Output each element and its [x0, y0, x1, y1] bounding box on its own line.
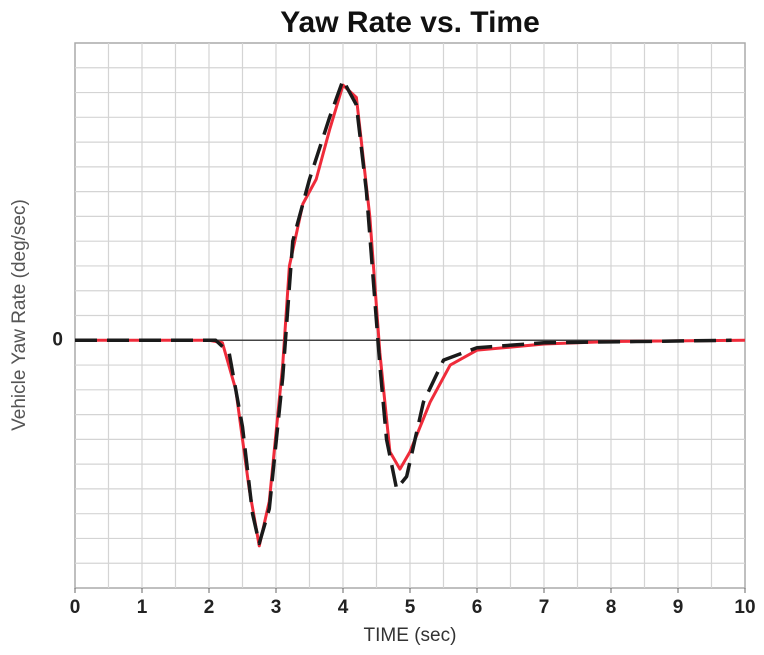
chart-title: Yaw Rate vs. Time	[280, 6, 540, 39]
x-axis-label: TIME (sec)	[364, 625, 457, 646]
x-tick-label: 8	[606, 597, 617, 618]
x-tick-label: 3	[271, 597, 282, 618]
y-tick-label: 0	[52, 329, 63, 350]
y-axis-label: Vehicle Yaw Rate (deg/sec)	[9, 199, 30, 431]
x-tick-label: 2	[204, 597, 215, 618]
x-tick-label: 7	[539, 597, 550, 618]
x-tick-label: 9	[673, 597, 684, 618]
x-tick-label: 4	[338, 597, 349, 618]
x-tick-label: 10	[734, 597, 755, 618]
x-tick-label: 5	[405, 597, 416, 618]
x-tick-label: 0	[70, 597, 81, 618]
x-tick-label: 6	[472, 597, 483, 618]
x-tick-label: 1	[137, 597, 148, 618]
series-line	[75, 78, 732, 546]
